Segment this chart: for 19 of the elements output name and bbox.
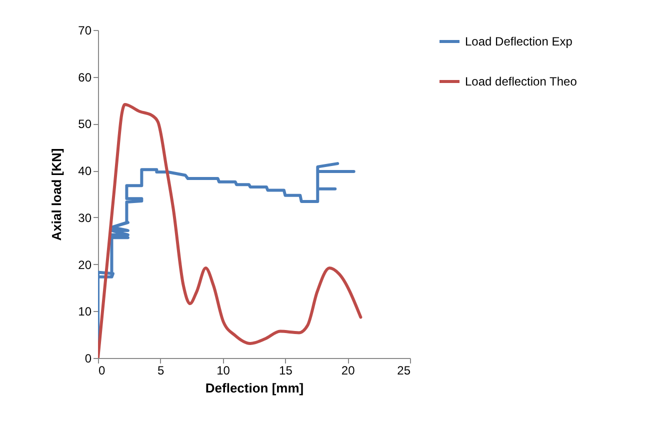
legend-label: Load deflection Theo xyxy=(465,74,578,88)
y-tick-label: 60 xyxy=(78,70,92,84)
x-tick-label: 0 xyxy=(98,364,106,378)
x-tick-label: 5 xyxy=(158,364,165,378)
line-series xyxy=(98,103,362,358)
x-tick-label: 25 xyxy=(397,364,411,378)
x-tick-label: 10 xyxy=(216,364,230,378)
y-tick-label: 30 xyxy=(78,210,92,225)
y-tick-label: 70 xyxy=(78,24,92,38)
y-tick-label: 0 xyxy=(84,352,92,366)
y-tick-label: 40 xyxy=(78,164,92,178)
x-axis-title: Deflection [mm] xyxy=(205,380,304,396)
x-tick-label: 20 xyxy=(341,364,356,378)
y-tick-label: 50 xyxy=(78,117,92,132)
x-tick-label: 15 xyxy=(279,364,293,378)
y-tick-label: 10 xyxy=(78,304,92,319)
y-axis-title: Axial load [KN] xyxy=(49,148,64,241)
legend-label: Load Deflection Exp xyxy=(465,34,573,48)
y-tick-label: 20 xyxy=(78,258,92,272)
